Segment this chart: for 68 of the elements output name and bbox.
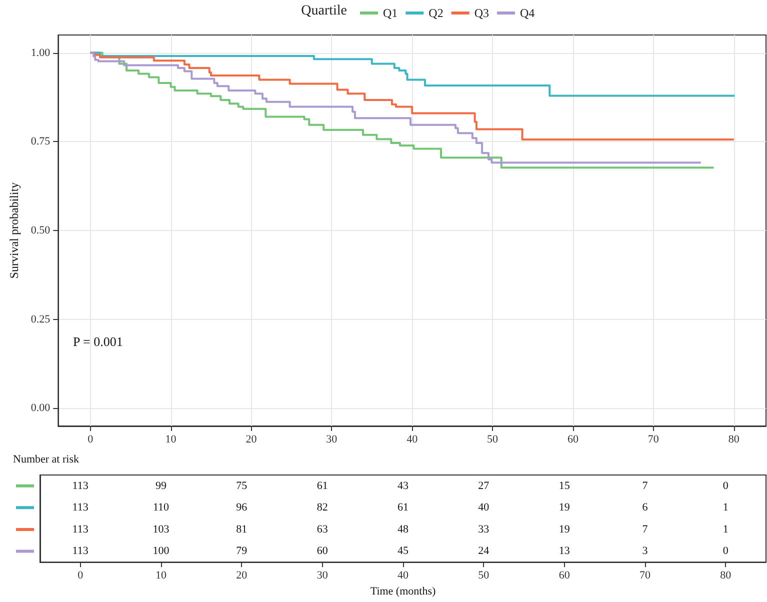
data-label: 1	[722, 502, 728, 514]
data-label: 60	[316, 545, 328, 558]
y-tick-label: 0.25	[30, 313, 51, 326]
y-tick-label: 0.00	[30, 402, 51, 414]
legend-title: Quartile	[301, 4, 348, 18]
y-tick-label: 0.50	[30, 224, 51, 236]
x-axis-title: Time (months)	[370, 586, 436, 598]
x-tick-label: 70	[640, 570, 651, 582]
x-tick-label: 50	[487, 434, 499, 446]
y-axis-title: Survival probability	[7, 182, 21, 279]
data-label: 13	[558, 545, 570, 558]
data-label: 0	[722, 480, 729, 492]
x-tick-label: 0	[88, 434, 94, 446]
x-tick-label: 70	[648, 434, 660, 446]
data-label: 7	[642, 480, 648, 492]
data-label: 7	[642, 523, 648, 536]
legend-label: Q1	[383, 6, 398, 20]
x-tick-label: 30	[316, 570, 328, 582]
y-tick-label: 1.00	[30, 46, 51, 59]
data-label: 43	[398, 480, 409, 492]
data-label: 103	[152, 523, 170, 536]
legend-label: Q4	[520, 6, 535, 20]
data-label: 19	[558, 502, 570, 514]
data-label: 27	[478, 480, 490, 492]
chart-title: Number at risk	[13, 454, 80, 466]
data-label: 40	[478, 502, 490, 514]
data-label: 15	[558, 480, 570, 492]
data-label: 113	[72, 545, 89, 558]
data-label: 100	[152, 545, 170, 558]
data-label: 75	[236, 480, 248, 492]
data-label: 82	[316, 502, 328, 514]
data-label: 3	[642, 545, 648, 558]
x-tick-label: 30	[326, 434, 338, 446]
data-label: 113	[72, 480, 89, 492]
data-label: 61	[316, 480, 328, 492]
x-tick-label: 20	[246, 434, 258, 446]
x-tick-label: 20	[236, 570, 248, 582]
data-label: 33	[478, 523, 490, 536]
x-tick-label: 80	[720, 570, 732, 582]
data-label: 6	[642, 502, 648, 514]
x-tick-label: 0	[78, 570, 84, 582]
x-tick-label: 60	[567, 434, 579, 446]
x-tick-label: 40	[406, 434, 418, 446]
x-tick-label: 40	[398, 570, 409, 582]
data-label: 24	[478, 545, 490, 558]
data-label: 19	[558, 523, 570, 536]
x-tick-label: 10	[156, 570, 167, 582]
annotation: P = 0.001	[73, 334, 123, 349]
data-label: 110	[152, 502, 170, 514]
data-label: 79	[236, 545, 248, 558]
x-tick-label: 60	[558, 570, 570, 582]
data-label: 113	[72, 523, 89, 536]
data-label: 113	[72, 502, 89, 514]
data-label: 48	[398, 523, 409, 536]
data-label: 81	[236, 523, 248, 536]
data-label: 61	[398, 502, 408, 514]
data-label: 63	[316, 523, 328, 536]
x-tick-label: 50	[478, 570, 490, 582]
data-label: 0	[722, 545, 729, 558]
x-tick-label: 80	[728, 434, 740, 446]
legend-label: Q3	[474, 6, 490, 20]
data-label: 1	[722, 523, 728, 536]
data-label: 96	[236, 502, 248, 514]
legend-label: Q2	[428, 6, 444, 20]
y-tick-label: 0.75	[30, 136, 51, 148]
data-label: 99	[156, 480, 167, 492]
x-tick-label: 10	[165, 434, 177, 446]
data-label: 45	[398, 545, 409, 558]
